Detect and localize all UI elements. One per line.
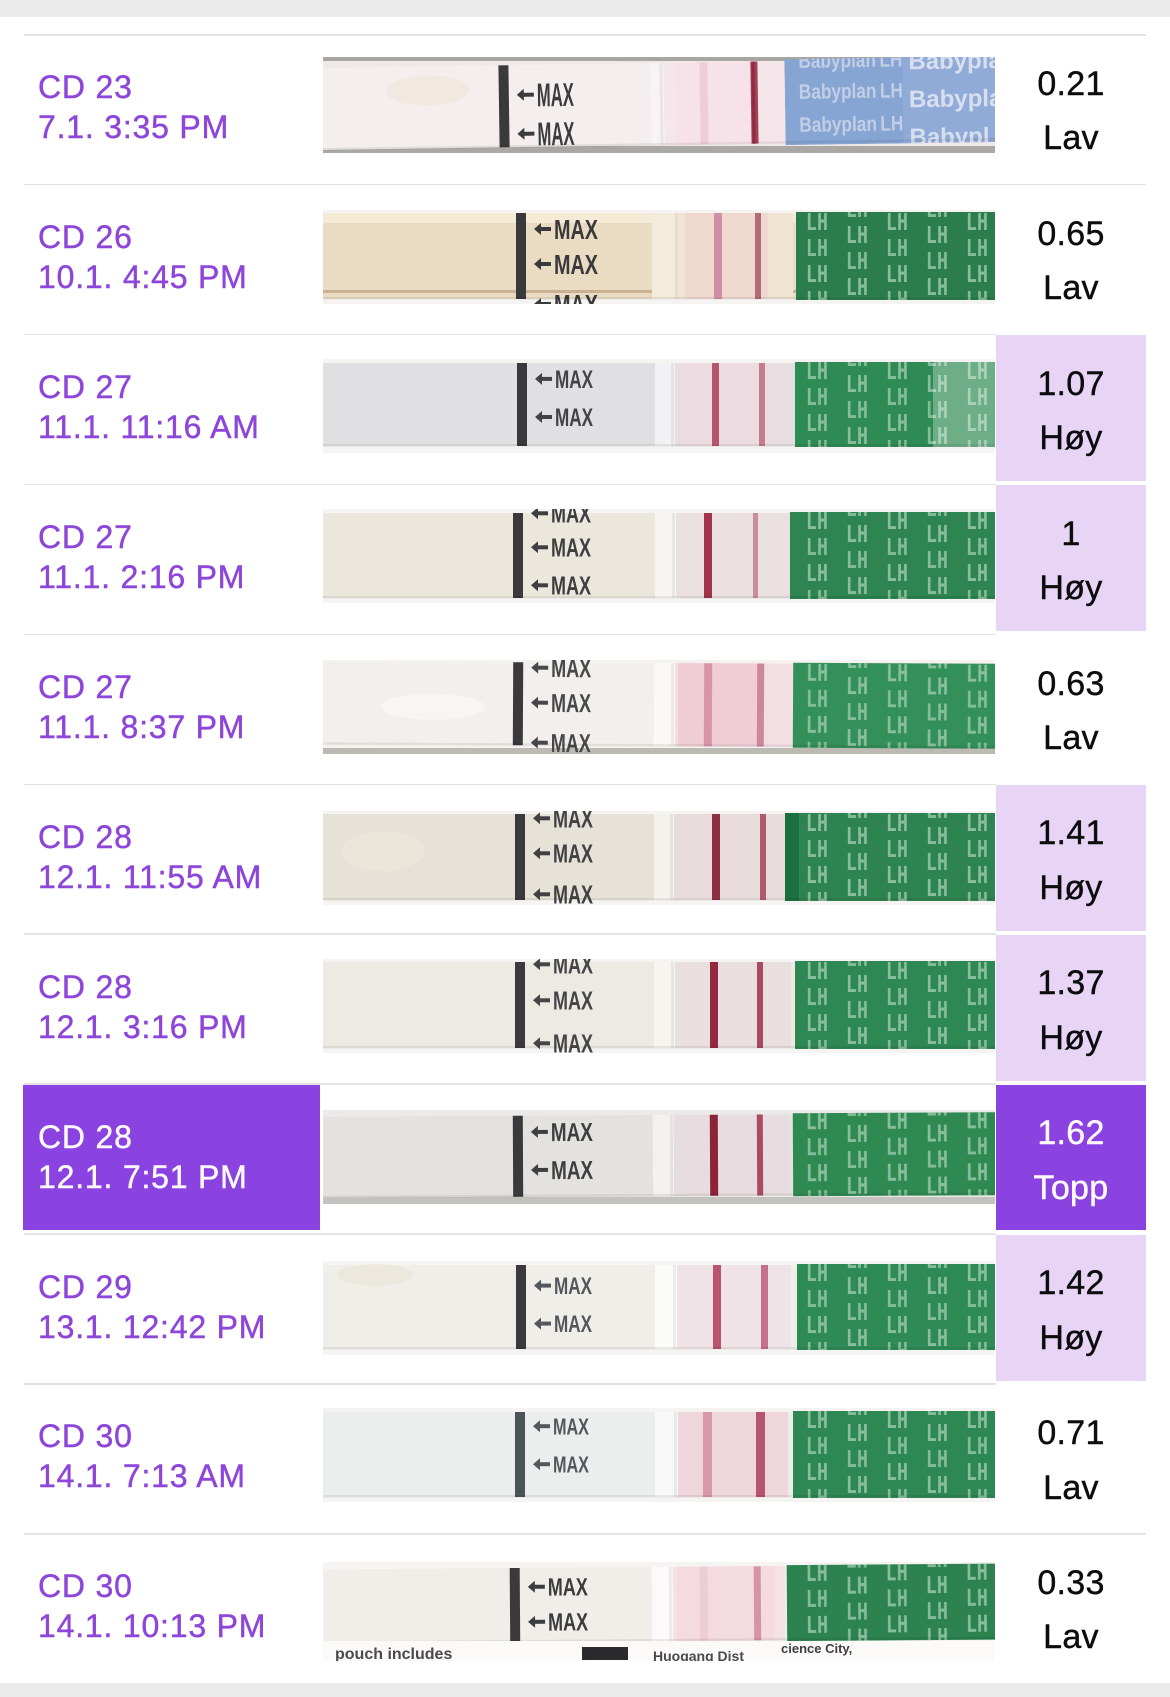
svg-text:MAX: MAX (555, 366, 593, 394)
svg-text:MAX: MAX (553, 839, 593, 869)
svg-text:Babypla: Babypla (909, 85, 995, 113)
svg-text:MAX: MAX (554, 214, 598, 245)
svg-text:MAX: MAX (553, 880, 593, 905)
svg-text:MAX: MAX (554, 289, 598, 304)
svg-text:Huogang Dist: Huogang Dist (653, 1648, 744, 1661)
svg-text:cience City,: cience City, (781, 1641, 852, 1656)
svg-text:MAX: MAX (551, 1155, 594, 1185)
svg-text:MAX: MAX (553, 1414, 589, 1440)
svg-text:MAX: MAX (553, 1029, 593, 1053)
svg-text:MAX: MAX (555, 404, 593, 432)
svg-text:MAX: MAX (551, 688, 592, 718)
svg-text:MAX: MAX (537, 76, 575, 114)
svg-text:MAX: MAX (537, 115, 575, 153)
svg-text:MAX: MAX (551, 1117, 594, 1147)
svg-text:MAX: MAX (551, 728, 592, 754)
svg-text:pouch includes: pouch includes (335, 1646, 452, 1661)
svg-text:MAX: MAX (551, 533, 591, 563)
svg-text:MAX: MAX (548, 1608, 588, 1636)
svg-text:MAX: MAX (553, 1452, 589, 1478)
svg-text:MAX: MAX (554, 1273, 592, 1300)
svg-text:MAX: MAX (554, 1311, 592, 1338)
svg-text:MAX: MAX (553, 811, 593, 834)
svg-text:Babyplan LH: Babyplan LH (798, 57, 902, 73)
svg-text:MAX: MAX (548, 1573, 588, 1601)
svg-text:MAX: MAX (554, 249, 598, 280)
svg-text:MAX: MAX (551, 571, 591, 601)
svg-text:Babypl: Babypl (909, 123, 989, 151)
svg-text:Babypla: Babypla (908, 57, 995, 75)
svg-text:MAX: MAX (553, 959, 593, 980)
svg-text:Babyplan LH: Babyplan LH (799, 112, 903, 137)
svg-text:MAX: MAX (551, 509, 591, 529)
svg-text:MAX: MAX (553, 986, 593, 1016)
svg-text:Babyplan LH: Babyplan LH (799, 79, 903, 104)
svg-text:MAX: MAX (551, 660, 592, 683)
